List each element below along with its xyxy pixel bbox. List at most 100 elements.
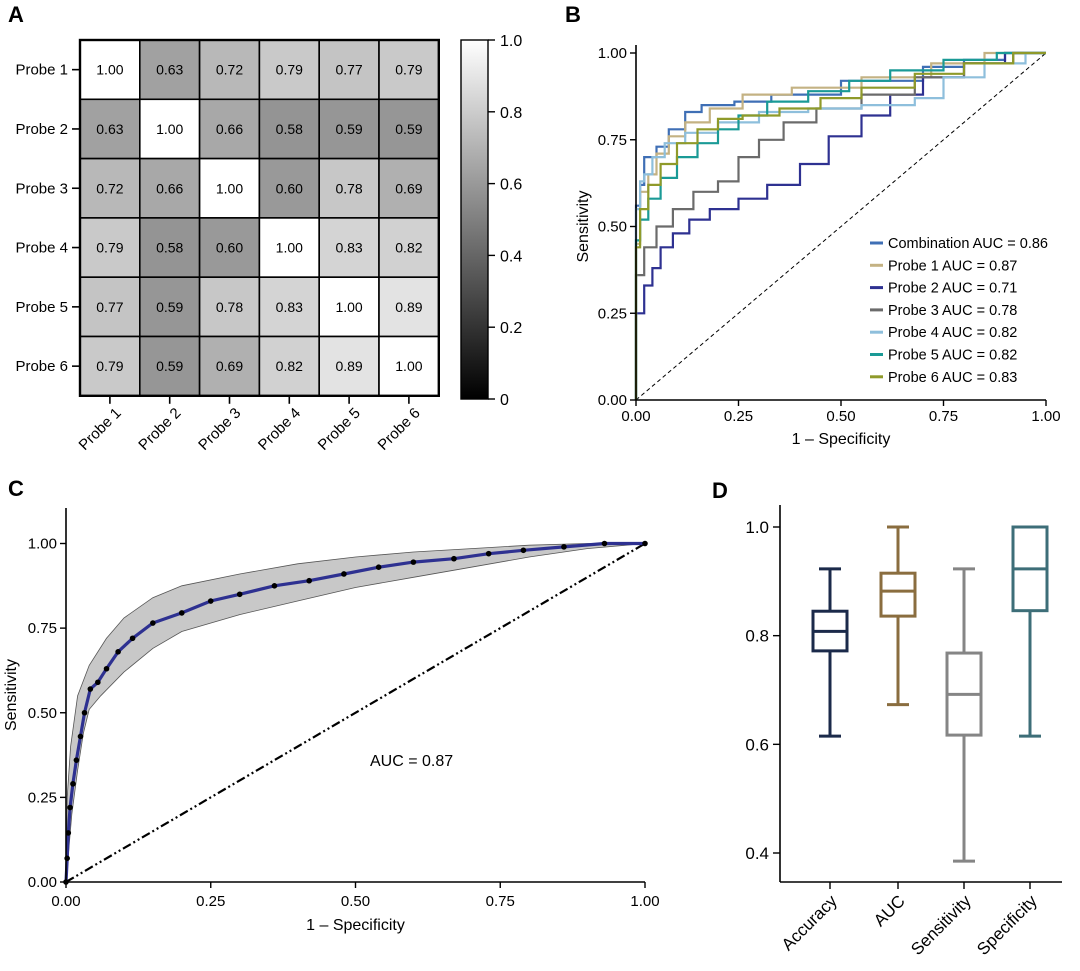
cell-value-label: 0.63 <box>96 121 123 137</box>
heatmap-cell <box>378 335 440 397</box>
roc-point <box>207 598 214 604</box>
cell-value-label: 0.72 <box>96 180 123 196</box>
roc-point <box>115 649 121 655</box>
row-label: Probe 1 <box>15 62 68 79</box>
heatmap-cell <box>139 157 201 219</box>
box-iqr <box>879 571 917 618</box>
row-label: Probe 2 <box>15 121 68 138</box>
roc-series-line <box>634 51 1046 400</box>
cell-value-label: 1.00 <box>216 180 243 196</box>
auc-annotation: AUC = 0.87 <box>370 753 453 770</box>
roc-point <box>70 781 76 787</box>
col-label: Probe 5 <box>315 405 364 454</box>
roc-series-line <box>634 51 1046 400</box>
y-tick-label: 1.00 <box>28 536 57 553</box>
heatmap-cell <box>318 276 380 338</box>
heatmap-cell <box>198 217 261 278</box>
y-tick-label: 0.75 <box>598 132 627 149</box>
heatmap-cell <box>378 39 440 101</box>
y-tick-label: 0.25 <box>598 305 627 322</box>
y-tick-label: 1.0 <box>745 518 769 537</box>
cell-value-label: 0.78 <box>335 180 362 196</box>
heatmap-cell <box>378 98 440 160</box>
heatmap-cell <box>198 276 261 338</box>
roc-point <box>95 679 101 686</box>
cell-value-label: 0.79 <box>276 62 303 78</box>
legend-entry: Probe 1 AUC = 0.87 <box>888 258 1017 274</box>
category-label: Accuracy <box>778 891 841 954</box>
cell-value-label: 0.77 <box>335 62 362 78</box>
cell-value-label: 0.69 <box>395 180 422 196</box>
roc-point <box>451 555 457 562</box>
col-label: Probe 1 <box>76 405 125 454</box>
colorbar <box>460 39 489 400</box>
x-tick-label: 0.25 <box>724 408 753 425</box>
heatmap-cell <box>139 98 201 160</box>
confidence-band <box>65 543 646 883</box>
panel-label-a: A <box>8 2 24 27</box>
cell-value-label: 0.59 <box>156 358 183 374</box>
colorbar-tick-label: 0.2 <box>500 320 522 337</box>
cell-value-label: 1.00 <box>395 358 422 374</box>
row-label: Probe 3 <box>15 180 68 197</box>
roc-point <box>642 540 648 547</box>
legend-entry: Probe 2 AUC = 0.71 <box>888 281 1017 297</box>
cell-value-label: 0.79 <box>395 62 422 78</box>
cell-value-label: 0.60 <box>216 240 243 256</box>
performance-boxplot: 0.4 0.6 0.8 1.0 Accuracy AUCSensitivitySpecif… <box>745 505 1062 959</box>
colorbar-tick-label: 0.4 <box>500 248 522 265</box>
y-tick-label: 0.50 <box>598 219 627 236</box>
heatmap-cell <box>79 217 141 278</box>
y-tick-label: 0.00 <box>28 874 57 891</box>
roc-point <box>520 547 527 554</box>
colorbar-tick-label: 0.6 <box>500 177 522 194</box>
roc-point <box>73 757 80 763</box>
x-tick-label: 0.75 <box>929 408 958 425</box>
x-tick-label: 0.50 <box>341 893 370 910</box>
cell-value-label: 0.72 <box>216 62 243 78</box>
cell-value-label: 1.00 <box>96 62 123 78</box>
roc-point <box>77 733 84 740</box>
y-tick-label: 0.8 <box>745 627 769 646</box>
roc-point <box>485 550 492 557</box>
category-label: Specificity <box>973 891 1041 959</box>
roc-point <box>410 559 417 565</box>
cell-value-label: 0.83 <box>335 240 362 256</box>
heatmap-cell <box>258 276 320 338</box>
cell-value-label: 0.63 <box>156 62 183 78</box>
cell-value-label: 0.59 <box>395 121 422 137</box>
col-label: Probe 6 <box>375 405 424 454</box>
roc-point <box>341 571 347 577</box>
roc-point <box>150 620 156 626</box>
cell-value-label: 0.89 <box>395 299 422 315</box>
roc-point <box>67 804 73 811</box>
cell-value-label: 0.58 <box>276 121 303 137</box>
panel-label-d: D <box>712 478 728 503</box>
roc-point <box>561 544 567 550</box>
heatmap-cell <box>318 217 380 278</box>
roc-point <box>129 635 136 642</box>
y-tick-label: 0.75 <box>28 620 57 637</box>
heatmap-cell <box>258 217 320 278</box>
row-label: Probe 6 <box>15 358 68 375</box>
cell-value-label: 0.69 <box>216 358 243 374</box>
heatmap-cell <box>258 98 320 160</box>
roc-point <box>271 583 278 589</box>
roc-point <box>81 709 88 716</box>
cell-value-label: 0.66 <box>156 180 183 196</box>
col-label: Probe 2 <box>135 405 184 454</box>
chance-line <box>65 542 646 883</box>
cell-value-label: 0.89 <box>335 358 362 374</box>
x-tick-label: 0.00 <box>621 408 650 425</box>
y-tick-label: 0.50 <box>28 705 57 722</box>
roc-point <box>65 830 72 836</box>
heatmap-cell <box>139 39 201 101</box>
roc-point <box>179 610 185 616</box>
roc-series-line <box>634 51 1046 400</box>
y-axis-label: Sensitivity <box>3 659 20 731</box>
x-tick-label: 0.25 <box>196 893 225 910</box>
x-axis-label: 1 – Specificity <box>306 917 405 934</box>
heatmap-frame <box>78 38 440 397</box>
cell-value-label: 0.58 <box>156 240 183 256</box>
colorbar-tick-label: 0 <box>500 392 509 409</box>
